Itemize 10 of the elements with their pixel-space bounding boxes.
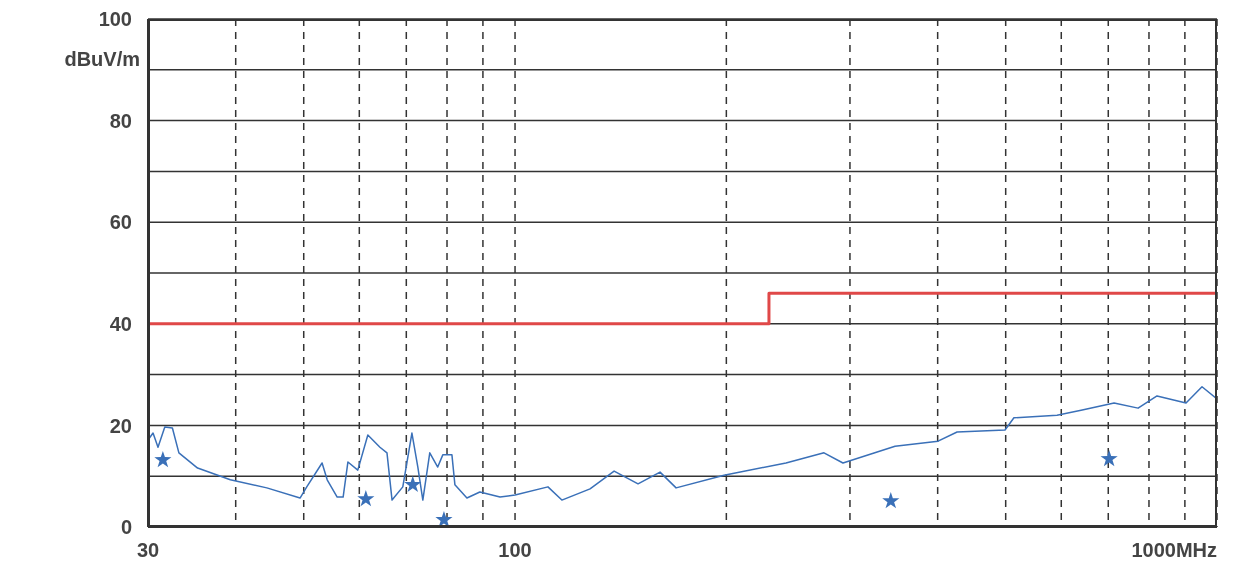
- y-axis-title: dBuV/m: [64, 48, 140, 71]
- y-tick-label: 60: [109, 211, 132, 234]
- x-tick-label: 30: [136, 539, 160, 561]
- x-tick-label: 1000MHz: [1131, 539, 1217, 561]
- x-tick-label: 100: [498, 539, 532, 561]
- y-tick-label: 80: [109, 109, 132, 132]
- y-tick-label: 40: [109, 312, 132, 335]
- y-tick-label: 0: [120, 516, 132, 539]
- y-tick-label: 20: [109, 414, 132, 437]
- y-tick-label: 100: [98, 8, 132, 31]
